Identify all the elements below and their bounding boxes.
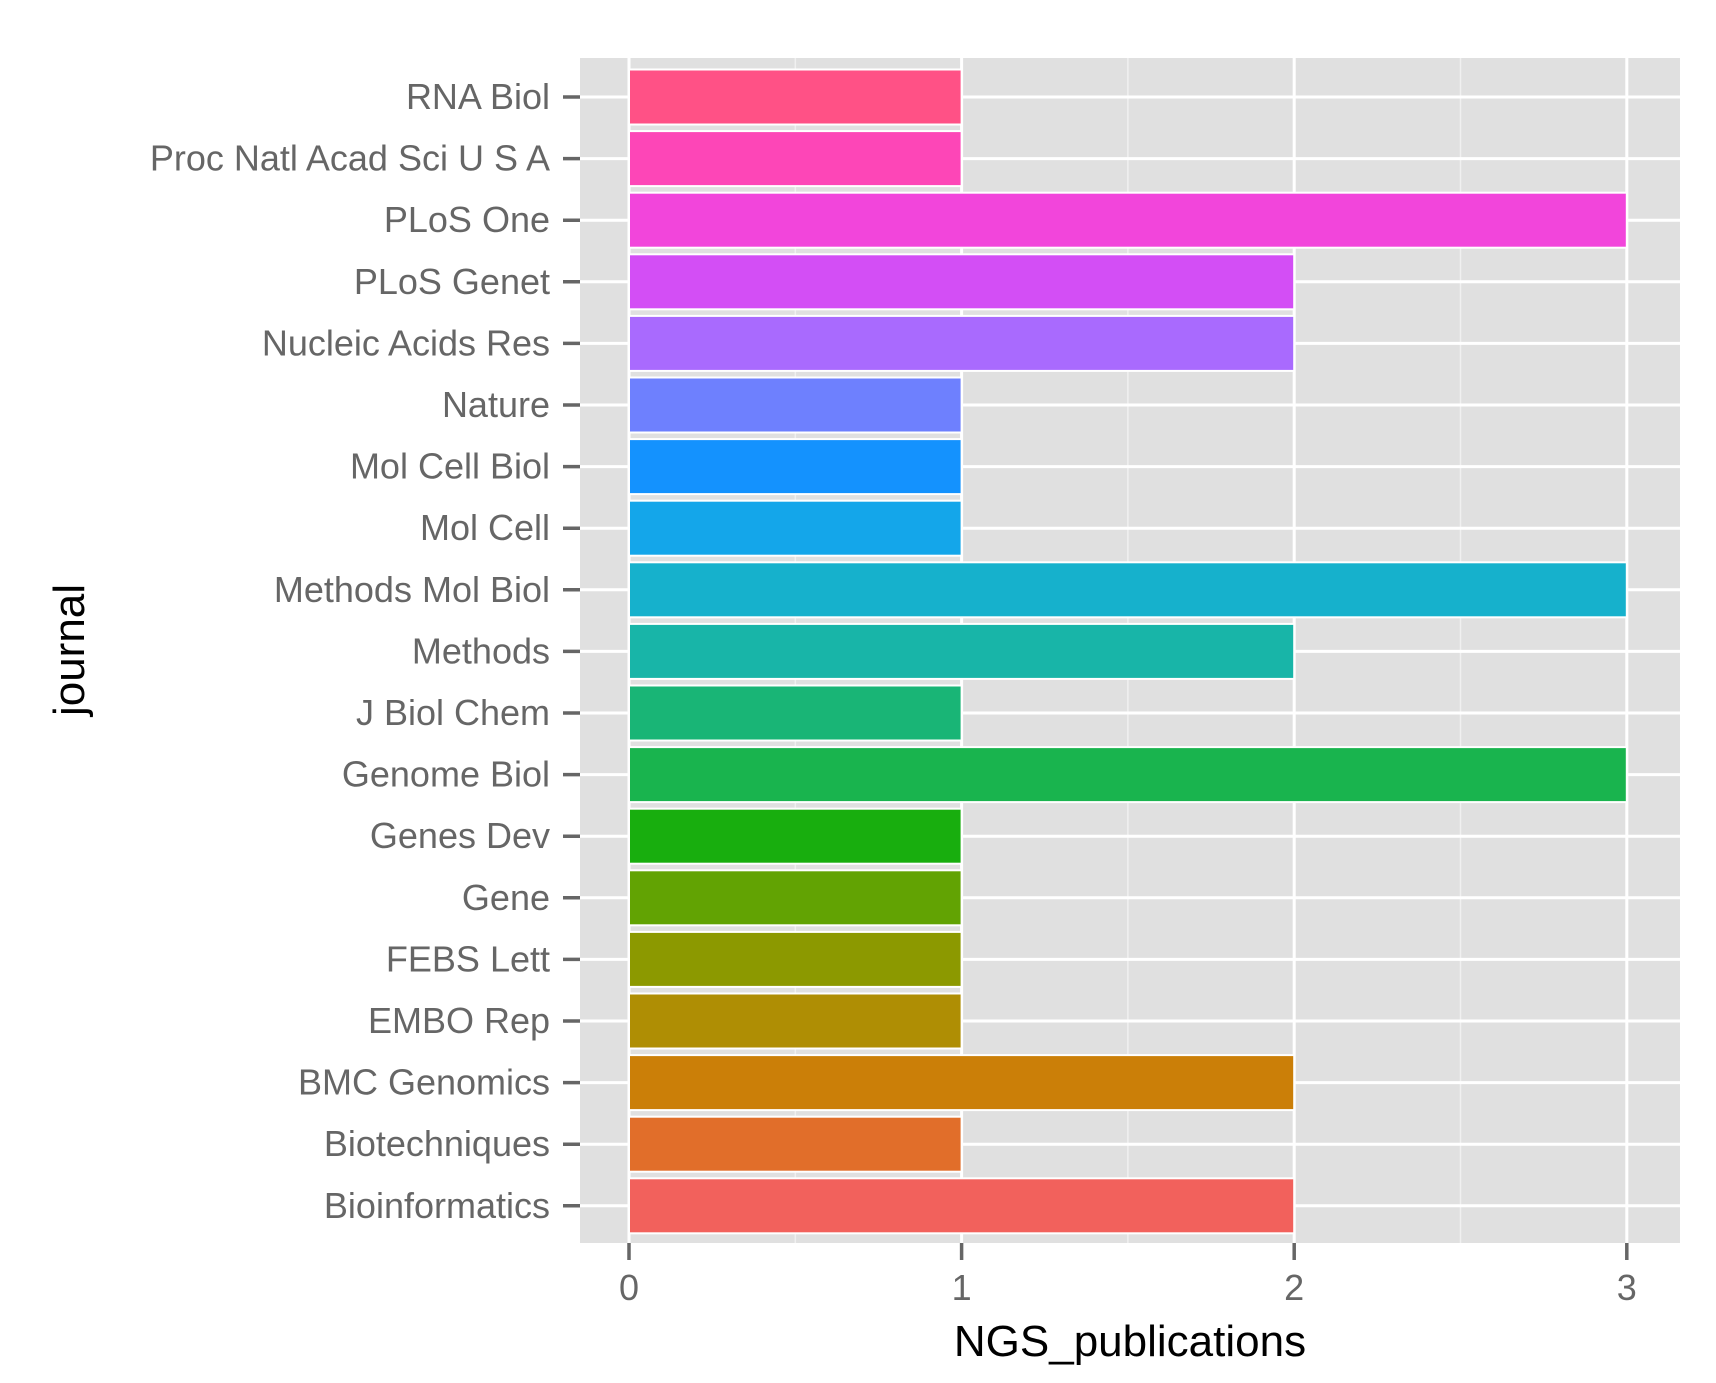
x-axis: 0 1 2 3 <box>619 1243 1637 1308</box>
bar <box>628 807 963 865</box>
x-tick-label: 3 <box>1617 1267 1637 1308</box>
x-tick-label: 2 <box>1284 1267 1304 1308</box>
bar <box>628 684 963 742</box>
bars <box>628 68 1628 1235</box>
y-tick-label: BMC Genomics <box>298 1062 550 1103</box>
bar <box>628 191 1628 249</box>
bar <box>628 1115 963 1173</box>
y-axis-title: journal <box>45 584 94 718</box>
x-tick-label: 0 <box>619 1267 639 1308</box>
y-tick-label: PLoS Genet <box>354 261 550 302</box>
y-tick-label: EMBO Rep <box>368 1000 550 1041</box>
bar <box>628 746 1628 804</box>
y-tick-label: Mol Cell <box>420 507 550 548</box>
y-tick-label: Gene <box>462 877 550 918</box>
bar <box>628 253 1296 311</box>
bar <box>628 622 1296 680</box>
bar <box>628 1177 1296 1235</box>
bar <box>628 992 963 1050</box>
y-axis: Bioinformatics Biotechniques BMC Genomics E… <box>150 76 580 1226</box>
y-tick-label: PLoS One <box>384 199 550 240</box>
x-axis-title: NGS_publications <box>954 1317 1306 1366</box>
bar <box>628 561 1628 619</box>
y-tick-label: J Biol Chem <box>356 692 550 733</box>
bar <box>628 930 963 988</box>
bar <box>628 130 963 188</box>
y-tick-label: Methods Mol Biol <box>274 569 550 610</box>
x-tick-label: 1 <box>952 1267 972 1308</box>
y-tick-label: Genome Biol <box>342 754 550 795</box>
y-tick-label: FEBS Lett <box>386 938 550 979</box>
bar <box>628 499 963 557</box>
y-tick-label: Genes Dev <box>370 815 550 856</box>
y-tick-label: Nature <box>442 384 550 425</box>
bar <box>628 314 1296 372</box>
bar <box>628 438 963 496</box>
y-tick-label: Nucleic Acids Res <box>262 322 550 363</box>
y-tick-label: RNA Biol <box>406 76 550 117</box>
bar <box>628 376 963 434</box>
y-tick-label: Biotechniques <box>324 1123 550 1164</box>
y-tick-label: Bioinformatics <box>324 1185 550 1226</box>
y-tick-label: Methods <box>412 630 550 671</box>
y-tick-label: Proc Natl Acad Sci U S A <box>150 138 550 179</box>
bar <box>628 869 963 927</box>
bar <box>628 68 963 126</box>
bar <box>628 1054 1296 1112</box>
y-tick-label: Mol Cell Biol <box>350 446 550 487</box>
